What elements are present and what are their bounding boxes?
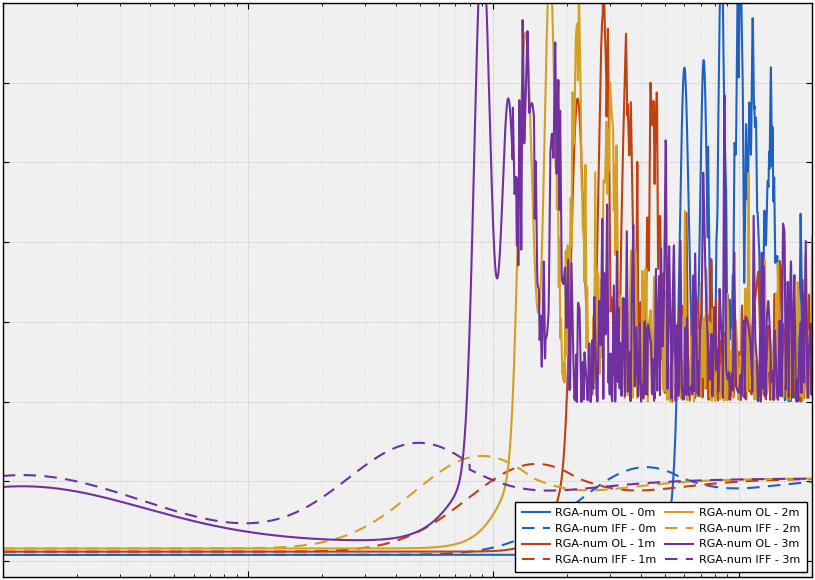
- Line: RGA-num OL - 3m: RGA-num OL - 3m: [2, 0, 813, 540]
- RGA-num IFF - 0m: [343, 552, 353, 559]
- RGA-num OL - 0m: [808, 343, 815, 350]
- RGA-num IFF - 3m: [0, 473, 7, 480]
- RGA-num IFF - 2m: [308, 541, 318, 548]
- RGA-num OL - 2m: [90, 545, 100, 552]
- RGA-num IFF - 2m: [343, 531, 353, 538]
- RGA-num IFF - 2m: [478, 452, 487, 459]
- Line: RGA-num IFF - 3m: RGA-num IFF - 3m: [2, 443, 813, 523]
- RGA-num IFF - 2m: [808, 475, 815, 482]
- Line: RGA-num IFF - 1m: RGA-num IFF - 1m: [2, 464, 813, 552]
- RGA-num OL - 1m: [808, 390, 815, 397]
- RGA-num OL - 0m: [791, 336, 801, 343]
- RGA-num IFF - 3m: [414, 440, 424, 447]
- RGA-num OL - 3m: [808, 369, 815, 376]
- RGA-num OL - 0m: [90, 552, 100, 559]
- RGA-num OL - 3m: [792, 389, 802, 396]
- RGA-num IFF - 1m: [308, 548, 318, 554]
- Line: RGA-num IFF - 0m: RGA-num IFF - 0m: [2, 467, 813, 555]
- Legend: RGA-num OL - 0m, RGA-num IFF - 0m, RGA-num OL - 1m, RGA-num IFF - 1m, RGA-num OL: RGA-num OL - 0m, RGA-num IFF - 0m, RGA-n…: [515, 502, 807, 572]
- RGA-num OL - 1m: [90, 548, 100, 555]
- RGA-num IFF - 0m: [308, 552, 318, 559]
- RGA-num IFF - 2m: [791, 475, 801, 482]
- RGA-num OL - 1m: [343, 548, 353, 555]
- RGA-num IFF - 0m: [791, 480, 801, 487]
- Line: RGA-num OL - 2m: RGA-num OL - 2m: [2, 0, 813, 549]
- RGA-num IFF - 0m: [641, 463, 651, 470]
- RGA-num OL - 0m: [343, 552, 353, 559]
- RGA-num IFF - 1m: [0, 548, 7, 555]
- RGA-num OL - 1m: [791, 398, 801, 405]
- RGA-num IFF - 3m: [792, 475, 802, 482]
- RGA-num IFF - 1m: [808, 476, 815, 483]
- RGA-num IFF - 0m: [0, 552, 7, 559]
- RGA-num OL - 2m: [791, 357, 801, 364]
- RGA-num OL - 2m: [0, 545, 7, 552]
- RGA-num IFF - 1m: [90, 548, 100, 555]
- Line: RGA-num OL - 1m: RGA-num OL - 1m: [2, 0, 813, 552]
- RGA-num IFF - 0m: [808, 478, 815, 485]
- RGA-num IFF - 1m: [704, 481, 714, 488]
- RGA-num IFF - 3m: [309, 499, 319, 506]
- RGA-num OL - 0m: [0, 552, 7, 559]
- RGA-num OL - 3m: [354, 536, 363, 543]
- RGA-num OL - 3m: [90, 492, 100, 499]
- RGA-num OL - 2m: [308, 545, 318, 552]
- RGA-num IFF - 0m: [90, 552, 100, 559]
- RGA-num IFF - 3m: [808, 475, 815, 482]
- RGA-num IFF - 2m: [139, 545, 148, 552]
- RGA-num IFF - 0m: [139, 552, 148, 559]
- RGA-num OL - 2m: [704, 318, 714, 325]
- RGA-num IFF - 0m: [704, 483, 714, 490]
- RGA-num OL - 2m: [808, 233, 815, 240]
- RGA-num IFF - 3m: [705, 477, 715, 484]
- Line: RGA-num IFF - 2m: RGA-num IFF - 2m: [2, 456, 813, 549]
- Line: RGA-num OL - 0m: RGA-num OL - 0m: [2, 0, 813, 555]
- RGA-num IFF - 1m: [139, 548, 148, 555]
- RGA-num OL - 3m: [343, 536, 353, 543]
- RGA-num IFF - 1m: [791, 476, 801, 483]
- RGA-num IFF - 2m: [0, 545, 7, 552]
- RGA-num OL - 3m: [0, 484, 7, 491]
- RGA-num OL - 0m: [139, 552, 148, 559]
- RGA-num OL - 3m: [308, 535, 318, 542]
- RGA-num OL - 3m: [705, 376, 715, 383]
- RGA-num IFF - 1m: [343, 546, 353, 553]
- RGA-num OL - 2m: [343, 545, 353, 552]
- RGA-num OL - 0m: [308, 552, 318, 559]
- RGA-num IFF - 2m: [90, 545, 100, 552]
- RGA-num IFF - 2m: [704, 477, 714, 484]
- RGA-num IFF - 1m: [531, 461, 541, 467]
- RGA-num OL - 0m: [704, 231, 714, 238]
- RGA-num OL - 1m: [704, 343, 714, 350]
- RGA-num OL - 1m: [308, 548, 318, 555]
- RGA-num IFF - 3m: [344, 474, 354, 481]
- RGA-num OL - 1m: [139, 548, 148, 555]
- RGA-num IFF - 3m: [240, 520, 249, 527]
- RGA-num OL - 2m: [139, 545, 148, 552]
- RGA-num IFF - 3m: [90, 483, 100, 490]
- RGA-num OL - 3m: [139, 504, 148, 511]
- RGA-num IFF - 3m: [139, 497, 148, 504]
- RGA-num OL - 1m: [0, 548, 7, 555]
